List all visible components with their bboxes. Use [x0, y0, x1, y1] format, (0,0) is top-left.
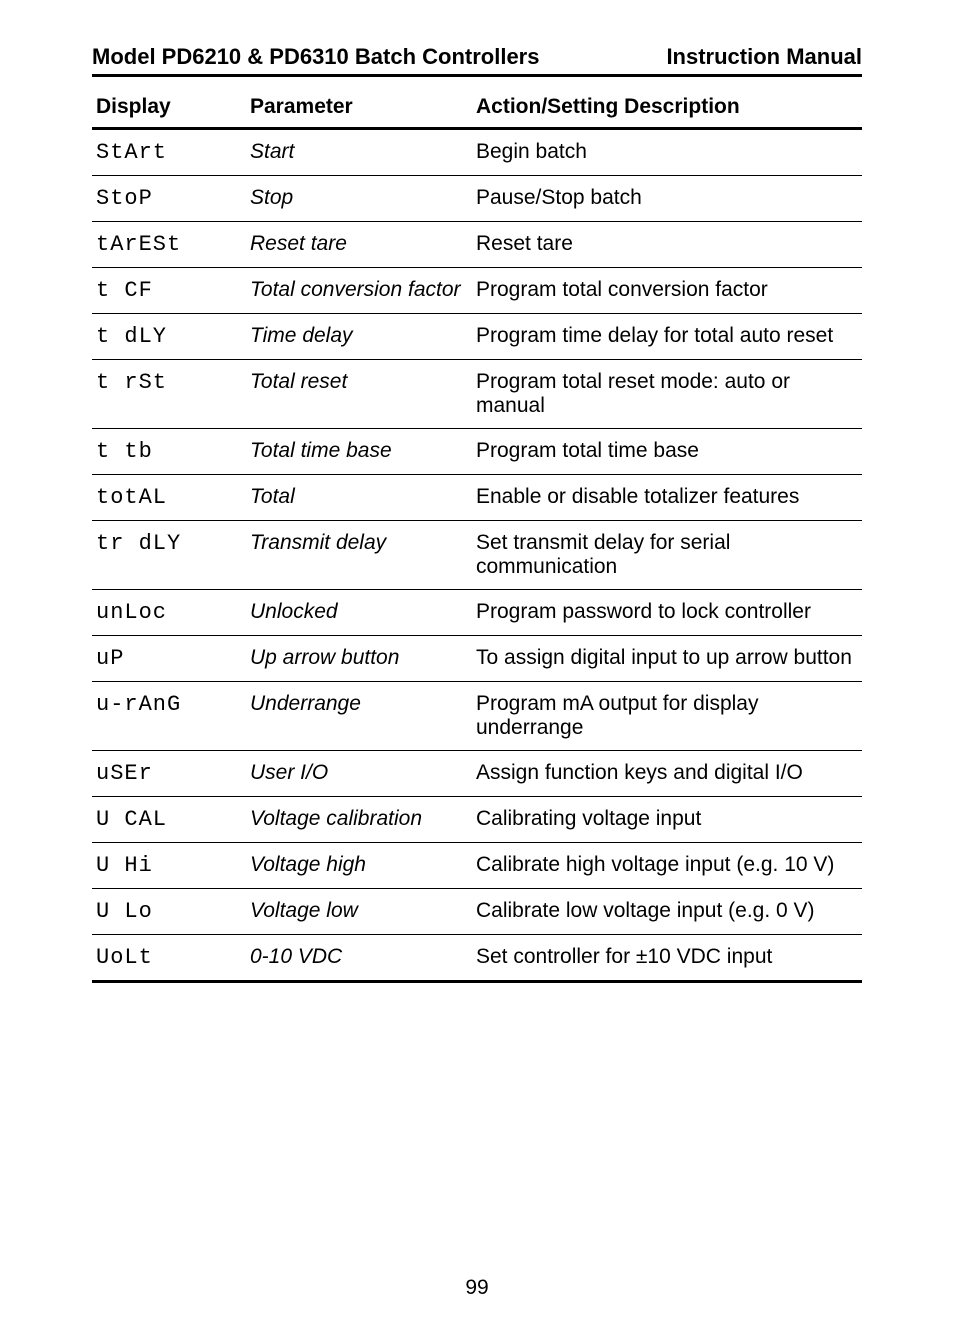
table-row: StArt Start Begin batch [92, 129, 862, 176]
cell-param: Reset tare [246, 222, 472, 268]
cell-param: Unlocked [246, 590, 472, 636]
cell-action: Reset tare [472, 222, 862, 268]
cell-display: t rSt [92, 360, 246, 429]
cell-action: Enable or disable totalizer features [472, 475, 862, 521]
page-header: Model PD6210 & PD6310 Batch Controllers … [92, 44, 862, 77]
cell-param: Underrange [246, 682, 472, 751]
cell-action: Pause/Stop batch [472, 176, 862, 222]
cell-action: Begin batch [472, 129, 862, 176]
cell-display: tArESt [92, 222, 246, 268]
cell-display: tr dLY [92, 521, 246, 590]
table-row: uSEr User I/O Assign function keys and d… [92, 751, 862, 797]
table-row: totAL Total Enable or disable totalizer … [92, 475, 862, 521]
table-row: U CAL Voltage calibration Calibrating vo… [92, 797, 862, 843]
table-row: uP Up arrow button To assign digital inp… [92, 636, 862, 682]
cell-action: Set transmit delay for serial communicat… [472, 521, 862, 590]
table-row: StoP Stop Pause/Stop batch [92, 176, 862, 222]
cell-param: Up arrow button [246, 636, 472, 682]
cell-display: t tb [92, 429, 246, 475]
cell-param: Total conversion factor [246, 268, 472, 314]
table-row: UoLt 0-10 VDC Set controller for ±10 VDC… [92, 935, 862, 982]
table-row: tr dLY Transmit delay Set transmit delay… [92, 521, 862, 590]
cell-param: User I/O [246, 751, 472, 797]
cell-action: Calibrating voltage input [472, 797, 862, 843]
header-right: Instruction Manual [666, 44, 862, 70]
table-row: u-rAnG Underrange Program mA output for … [92, 682, 862, 751]
cell-param: Voltage calibration [246, 797, 472, 843]
cell-action: Program total time base [472, 429, 862, 475]
page-number: 99 [0, 1276, 954, 1300]
parameters-table: Display Parameter Action/Setting Descrip… [92, 87, 862, 983]
cell-display: t dLY [92, 314, 246, 360]
header-left: Model PD6210 & PD6310 Batch Controllers [92, 44, 539, 70]
cell-action: Program time delay for total auto reset [472, 314, 862, 360]
cell-param: Stop [246, 176, 472, 222]
cell-action: Calibrate high voltage input (e.g. 10 V) [472, 843, 862, 889]
table-row: unLoc Unlocked Program password to lock … [92, 590, 862, 636]
cell-param: Total reset [246, 360, 472, 429]
cell-action: To assign digital input to up arrow butt… [472, 636, 862, 682]
cell-display: StArt [92, 129, 246, 176]
table-row: t tb Total time base Program total time … [92, 429, 862, 475]
cell-param: Voltage high [246, 843, 472, 889]
cell-display: StoP [92, 176, 246, 222]
cell-action: Program password to lock controller [472, 590, 862, 636]
cell-action: Program total conversion factor [472, 268, 862, 314]
table-row: t rSt Total reset Program total reset mo… [92, 360, 862, 429]
cell-param: Voltage low [246, 889, 472, 935]
cell-display: UoLt [92, 935, 246, 982]
table-row: t dLY Time delay Program time delay for … [92, 314, 862, 360]
cell-action: Assign function keys and digital I/O [472, 751, 862, 797]
cell-param: Transmit delay [246, 521, 472, 590]
column-header-parameter: Parameter [246, 87, 472, 129]
table-row: t CF Total conversion factor Program tot… [92, 268, 862, 314]
cell-display: uSEr [92, 751, 246, 797]
page-container: Model PD6210 & PD6310 Batch Controllers … [0, 0, 954, 1336]
cell-display: unLoc [92, 590, 246, 636]
cell-action: Calibrate low voltage input (e.g. 0 V) [472, 889, 862, 935]
cell-param: Time delay [246, 314, 472, 360]
cell-display: U Lo [92, 889, 246, 935]
cell-action: Program total reset mode: auto or manual [472, 360, 862, 429]
cell-param: Total time base [246, 429, 472, 475]
column-header-display: Display [92, 87, 246, 129]
table-header-row: Display Parameter Action/Setting Descrip… [92, 87, 862, 129]
cell-display: t CF [92, 268, 246, 314]
cell-param: 0-10 VDC [246, 935, 472, 982]
cell-param: Total [246, 475, 472, 521]
cell-action: Program mA output for display underrange [472, 682, 862, 751]
cell-display: totAL [92, 475, 246, 521]
table-row: tArESt Reset tare Reset tare [92, 222, 862, 268]
cell-display: U CAL [92, 797, 246, 843]
cell-action: Set controller for ±10 VDC input [472, 935, 862, 982]
column-header-action: Action/Setting Description [472, 87, 862, 129]
cell-display: u-rAnG [92, 682, 246, 751]
cell-param: Start [246, 129, 472, 176]
table-row: U Lo Voltage low Calibrate low voltage i… [92, 889, 862, 935]
cell-display: U Hi [92, 843, 246, 889]
cell-display: uP [92, 636, 246, 682]
table-row: U Hi Voltage high Calibrate high voltage… [92, 843, 862, 889]
